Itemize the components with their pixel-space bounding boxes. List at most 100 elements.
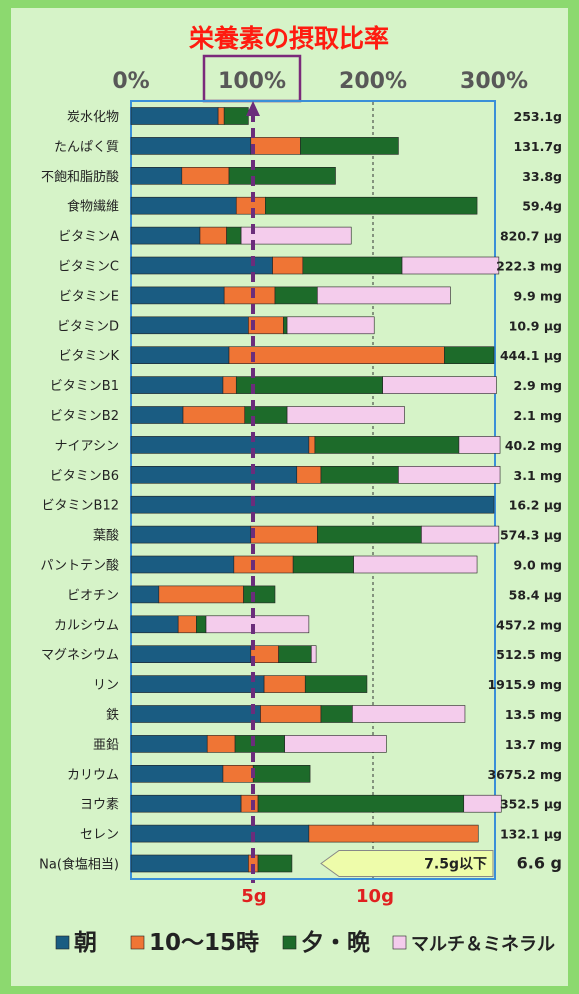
category-label: 亜鉛 xyxy=(93,738,119,753)
total-amount-label: 457.2 mg xyxy=(496,617,562,632)
total-amount-label: 1915.9 mg xyxy=(487,677,562,692)
bar-segment xyxy=(181,167,230,185)
total-amount-label: 59.4g xyxy=(522,199,562,214)
bar-segment xyxy=(308,436,316,454)
bar-segment xyxy=(130,735,208,753)
bar-segment xyxy=(265,196,478,215)
bar-segment xyxy=(130,555,235,574)
total-amount-label: 2.1 mg xyxy=(514,408,562,423)
gram-tick-label: 5g xyxy=(241,886,266,907)
legend-swatch xyxy=(55,935,70,950)
legend-label: マルチ＆ミネラル xyxy=(411,934,555,955)
total-amount-label: 131.7g xyxy=(514,139,563,154)
reference-arrow xyxy=(246,101,260,116)
bar-segment xyxy=(217,107,225,125)
bar-segment xyxy=(130,286,225,305)
category-label: 葉酸 xyxy=(93,529,119,544)
bar-segment xyxy=(278,645,312,664)
bar-segment xyxy=(240,226,352,245)
chart-frame: 栄養素の摂取比率 0% 100% 200% 300% 炭水化物 253.1g たんぱく質 1… xyxy=(11,8,568,986)
bar-segment xyxy=(286,406,405,424)
bar-segment xyxy=(300,137,399,155)
category-label: ナイアシン xyxy=(55,439,119,454)
bar-segment xyxy=(182,406,246,424)
total-amount-label: 820.7 μg xyxy=(500,229,562,244)
total-amount-label: 13.7 mg xyxy=(505,737,562,752)
bar-segment xyxy=(398,465,501,484)
legend-swatch xyxy=(392,935,407,950)
bar-segment xyxy=(130,525,252,544)
bar-segment xyxy=(317,286,451,305)
category-label: ビタミンA xyxy=(58,230,119,245)
bar-segment xyxy=(240,794,259,813)
x-tick-label: 0% xyxy=(112,69,149,94)
sodium-target-callout xyxy=(320,850,494,877)
bar-segment xyxy=(292,555,354,574)
bar-segment xyxy=(130,107,219,125)
bar-segment xyxy=(235,376,383,394)
bar-segment xyxy=(228,346,445,365)
category-label: 鉄 xyxy=(106,708,119,723)
bar-segment xyxy=(250,137,301,155)
chart-title: 栄養素の摂取比率 xyxy=(188,24,389,53)
bar-segment xyxy=(260,705,322,723)
bar-segment xyxy=(233,555,294,574)
category-label: ビオチン xyxy=(67,588,119,603)
bar-segment xyxy=(130,167,183,185)
x-tick-label: 100% xyxy=(218,69,286,94)
total-amount-label: 3675.2 mg xyxy=(487,767,562,782)
bar-segment xyxy=(223,107,249,125)
total-amount-label: 33.8g xyxy=(522,169,562,184)
bar-segment xyxy=(206,735,236,753)
category-label: マグネシウム xyxy=(41,648,119,663)
bar-segment xyxy=(228,167,336,185)
bar-segment xyxy=(226,226,242,245)
bar-segment xyxy=(352,705,466,723)
bar-segment xyxy=(458,436,501,454)
total-amount-label: 444.1 μg xyxy=(500,348,562,363)
bar-segment xyxy=(177,615,197,634)
bar-segment xyxy=(205,615,310,634)
bar-segment xyxy=(130,137,252,155)
bar-segment xyxy=(304,675,368,693)
total-amount-label: 6.6 g xyxy=(517,854,562,873)
bar-segment xyxy=(130,436,310,454)
total-amount-label: 512.5 mg xyxy=(496,647,562,662)
bar-segment xyxy=(296,465,322,484)
bar-segment xyxy=(130,764,224,783)
category-label: カルシウム xyxy=(54,618,119,633)
legend-label: 10～15時 xyxy=(149,930,259,956)
bar-segment xyxy=(308,824,479,843)
category-label: 食物繊維 xyxy=(67,199,119,215)
bar-segment xyxy=(263,675,306,693)
legend-swatch xyxy=(282,935,297,950)
bar-segment xyxy=(444,346,495,365)
category-label: パントテン酸 xyxy=(40,559,119,574)
total-amount-label: 3.1 mg xyxy=(514,468,562,483)
bar-segment xyxy=(222,376,237,394)
bar-segment xyxy=(283,316,288,335)
bar-segment xyxy=(199,226,227,245)
bar-segment xyxy=(353,555,478,574)
total-amount-label: 9.9 mg xyxy=(514,288,562,303)
category-label: 炭水化物 xyxy=(67,110,119,125)
total-amount-label: 132.1 μg xyxy=(500,827,562,842)
bar-segment xyxy=(320,705,353,723)
total-amount-label: 16.2 μg xyxy=(509,498,562,513)
total-amount-label: 10.9 μg xyxy=(509,318,562,333)
x-tick-label: 200% xyxy=(339,69,407,94)
total-amount-label: 13.5 mg xyxy=(505,707,562,722)
bar-segment xyxy=(310,645,317,664)
stacked-bar-chart: 栄養素の摂取比率 0% 100% 200% 300% 炭水化物 253.1g たんぱく質 1… xyxy=(39,24,563,956)
category-label: たんぱく質 xyxy=(54,140,119,155)
bar-segment xyxy=(130,794,242,813)
total-amount-label: 58.4 μg xyxy=(509,587,562,602)
bar-segment xyxy=(302,256,403,275)
category-label: セレン xyxy=(80,828,119,843)
plot-area xyxy=(130,100,496,880)
legend-label: 夕・晩 xyxy=(301,929,370,956)
bar-segment xyxy=(130,316,249,335)
legend-swatch xyxy=(130,935,145,950)
legend-label: 朝 xyxy=(74,930,97,956)
category-label: ビタミンC xyxy=(58,260,119,275)
